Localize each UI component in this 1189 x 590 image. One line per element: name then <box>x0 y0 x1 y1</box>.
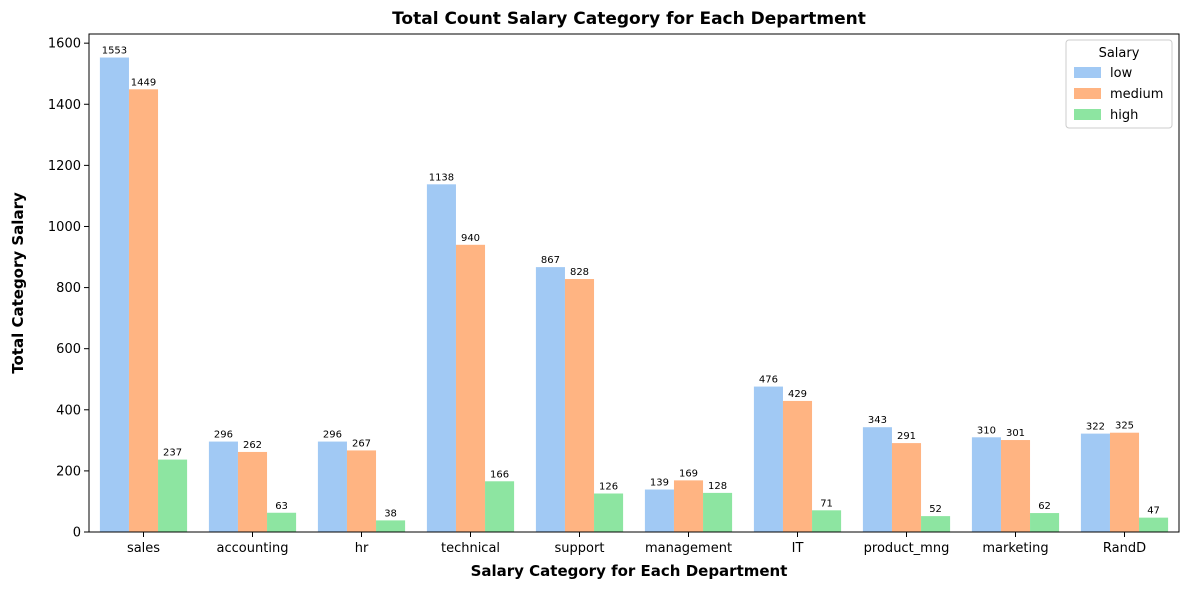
bar-high-marketing <box>1030 513 1060 532</box>
bar-low-management <box>644 489 674 532</box>
legend-title: Salary <box>1099 46 1140 61</box>
data-label-low-management: 139 <box>650 478 669 489</box>
x-tick-label-product_mng: product_mng <box>864 541 950 556</box>
y-tick-label-0: 0 <box>73 526 81 541</box>
data-label-high-product_mng: 52 <box>929 504 942 515</box>
y-tick-label-1600: 1600 <box>48 37 81 52</box>
data-label-medium-management: 169 <box>679 468 698 479</box>
bar-low-accounting <box>208 441 238 532</box>
bar-medium-hr <box>346 450 377 532</box>
bar-high-IT <box>812 510 842 532</box>
data-label-high-marketing: 62 <box>1038 501 1051 512</box>
bar-high-RandD <box>1139 517 1169 532</box>
x-tick-label-accounting: accounting <box>217 541 289 556</box>
bar-low-technical <box>426 184 456 532</box>
bar-high-technical <box>485 481 515 532</box>
bar-medium-RandD <box>1109 432 1140 532</box>
data-label-medium-product_mng: 291 <box>897 431 916 442</box>
data-label-medium-sales: 1449 <box>131 77 156 88</box>
legend-box <box>1065 39 1173 129</box>
chart-title: Total Count Salary Category for Each Dep… <box>392 9 866 29</box>
data-label-high-accounting: 63 <box>275 501 288 512</box>
data-label-high-support: 126 <box>599 482 618 493</box>
legend: Salary low medium high <box>1065 39 1173 129</box>
bar-medium-sales <box>128 89 159 533</box>
bar-medium-technical <box>455 244 486 532</box>
bar-low-sales <box>99 57 129 533</box>
y-tick-label-1400: 1400 <box>48 98 81 113</box>
data-label-low-marketing: 310 <box>977 425 996 436</box>
legend-entry-high: high <box>1110 108 1138 123</box>
bar-low-product_mng <box>862 427 892 532</box>
x-tick-label-marketing: marketing <box>982 541 1048 556</box>
y-tick-label-400: 400 <box>56 403 81 418</box>
data-label-low-IT: 476 <box>759 375 778 386</box>
x-tick-label-IT: IT <box>792 541 804 556</box>
data-label-high-sales: 237 <box>163 448 182 459</box>
bar-medium-support <box>564 279 595 532</box>
bar-high-accounting <box>267 512 297 532</box>
bar-medium-accounting <box>237 451 268 532</box>
y-tick-label-1200: 1200 <box>48 159 81 174</box>
legend-swatch-low <box>1074 67 1101 78</box>
data-label-medium-RandD: 325 <box>1115 421 1134 432</box>
bar-medium-product_mng <box>891 443 922 532</box>
data-label-high-management: 128 <box>708 481 727 492</box>
bar-high-hr <box>376 520 406 532</box>
y-axis-label: Total Category Salary <box>9 192 27 374</box>
x-tick-label-management: management <box>645 541 732 556</box>
legend-entry-low: low <box>1110 66 1133 81</box>
bar-low-support <box>535 267 565 532</box>
bar-high-support <box>594 493 624 532</box>
bar-high-sales <box>158 459 188 532</box>
data-label-low-RandD: 322 <box>1086 422 1105 433</box>
data-label-medium-technical: 940 <box>461 233 480 244</box>
x-tick-label-technical: technical <box>441 541 500 556</box>
data-label-low-sales: 1553 <box>102 46 127 57</box>
bar-high-management <box>703 492 733 532</box>
data-label-low-product_mng: 343 <box>868 415 887 426</box>
plot-area: 1553 296 296 1138 867 139 476 343 310 322 1449 262 2… <box>48 33 1180 556</box>
x-tick-label-support: support <box>555 541 605 556</box>
bar-medium-IT <box>782 400 813 532</box>
x-tick-label-RandD: RandD <box>1103 541 1146 556</box>
data-label-medium-marketing: 301 <box>1006 428 1025 439</box>
bar-high-product_mng <box>921 516 951 532</box>
x-tick-label-sales: sales <box>127 541 160 556</box>
legend-swatch-medium <box>1074 88 1101 99</box>
data-label-low-technical: 1138 <box>429 172 454 183</box>
plot-frame <box>88 33 1180 533</box>
data-label-high-IT: 71 <box>820 498 833 509</box>
bar-low-hr <box>317 441 347 532</box>
data-label-high-technical: 166 <box>490 469 509 480</box>
data-label-medium-hr: 267 <box>352 438 371 449</box>
bar-medium-marketing <box>1000 440 1031 532</box>
data-label-medium-support: 828 <box>570 267 589 278</box>
data-label-low-accounting: 296 <box>214 430 233 441</box>
x-tick-label-hr: hr <box>355 541 369 556</box>
legend-swatch-high <box>1074 109 1101 120</box>
x-axis-label: Salary Category for Each Department <box>471 562 788 580</box>
data-label-high-RandD: 47 <box>1147 506 1160 517</box>
y-tick-label-800: 800 <box>56 281 81 296</box>
bar-low-RandD <box>1080 433 1110 532</box>
data-label-medium-accounting: 262 <box>243 440 262 451</box>
y-tick-label-1000: 1000 <box>48 220 81 235</box>
bar-medium-management <box>673 480 704 532</box>
y-tick-label-600: 600 <box>56 342 81 357</box>
data-label-low-hr: 296 <box>323 430 342 441</box>
bar-low-marketing <box>971 437 1001 532</box>
data-label-low-support: 867 <box>541 255 560 266</box>
data-label-medium-IT: 429 <box>788 389 807 400</box>
y-tick-label-200: 200 <box>56 464 81 479</box>
legend-entry-medium: medium <box>1110 87 1163 102</box>
data-label-high-hr: 38 <box>384 508 397 519</box>
bar-low-IT <box>753 386 783 532</box>
